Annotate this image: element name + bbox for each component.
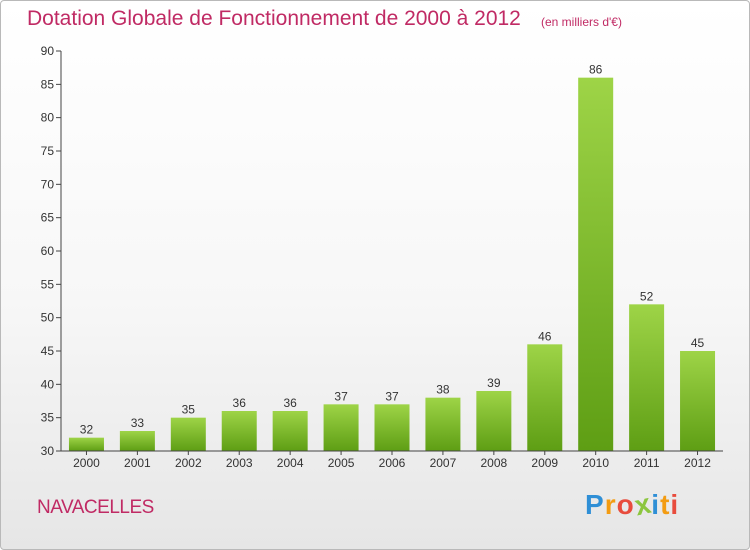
y-tick-label: 55	[41, 277, 55, 291]
y-tick-label: 75	[41, 144, 55, 158]
x-tick-label-2008: 2008	[480, 456, 507, 470]
bar-2006	[374, 404, 410, 451]
data-label-2003: 36	[233, 396, 247, 410]
logo-letter: t	[660, 489, 671, 520]
data-label-2001: 33	[131, 416, 145, 430]
commune-name: NAVACELLES	[37, 497, 154, 518]
data-label-2012: 45	[691, 336, 705, 350]
x-tick-label-2005: 2005	[328, 456, 355, 470]
data-label-2010: 86	[589, 63, 603, 77]
y-tick-label: 40	[41, 377, 55, 391]
bar-2005	[323, 404, 359, 451]
data-label-2008: 39	[487, 376, 501, 390]
data-label-2007: 38	[436, 383, 450, 397]
logo-letter: r	[604, 489, 617, 520]
x-tick-label-2006: 2006	[379, 456, 406, 470]
bar-2002	[170, 417, 206, 451]
bar-2011	[629, 304, 665, 451]
x-axis: 2000 2001 2002 2003 2004 2005 2006 2007 2008 2009…	[61, 450, 723, 470]
bar-2010	[578, 77, 614, 452]
bars: 32 33 35 36 36 37 37 38 39 46 86 52 45	[68, 63, 716, 452]
data-label-2004: 36	[283, 396, 297, 410]
logo-letter: i	[670, 489, 680, 520]
data-label-2009: 46	[538, 329, 552, 343]
bar-2012	[680, 351, 716, 451]
logo-letter: o	[616, 489, 635, 520]
bar-2008	[476, 391, 512, 451]
data-label-2002: 35	[182, 403, 196, 417]
bar-2001	[119, 431, 155, 451]
y-tick-label: 35	[41, 411, 55, 425]
x-tick-label-2001: 2001	[124, 456, 151, 470]
bar-2007	[425, 397, 461, 451]
bar-2000	[68, 437, 104, 451]
x-tick-label-2002: 2002	[175, 456, 202, 470]
x-tick-label-2012: 2012	[684, 456, 711, 470]
logo-letter: i	[651, 489, 661, 520]
chart-unit: (en milliers d'€)	[541, 15, 622, 29]
y-tick-label: 45	[41, 344, 55, 358]
y-tick-label: 90	[41, 44, 55, 58]
bar-2009	[527, 344, 563, 451]
y-tick-label: 30	[41, 444, 55, 458]
x-tick-label-2000: 2000	[73, 456, 100, 470]
x-tick-label-2011: 2011	[634, 456, 660, 470]
x-tick-label-2004: 2004	[277, 456, 304, 470]
bar-2004	[272, 411, 308, 451]
x-tick-label-2010: 2010	[582, 456, 609, 470]
data-label-2000: 32	[80, 423, 94, 437]
data-label-2006: 37	[385, 389, 399, 403]
y-tick-label: 60	[41, 244, 55, 258]
data-label-2011: 52	[640, 289, 654, 303]
x-tick-label-2003: 2003	[226, 456, 253, 470]
y-tick-label: 80	[41, 111, 55, 125]
proxiti-logo[interactable]: Proxiti	[585, 488, 680, 522]
x-tick-label-2007: 2007	[430, 456, 457, 470]
x-tick-label-2009: 2009	[531, 456, 558, 470]
y-axis: 30 35 40 45 50 55 60 65 70 75 80 85 90	[41, 44, 62, 458]
y-tick-label: 65	[41, 211, 55, 225]
data-label-2005: 37	[334, 389, 348, 403]
y-tick-label: 85	[41, 77, 55, 91]
y-tick-label: 70	[41, 177, 55, 191]
y-tick-label: 50	[41, 311, 55, 325]
bar-2003	[221, 411, 257, 451]
logo-letter: P	[585, 489, 605, 520]
chart-title: Dotation Globale de Fonctionnement de 20…	[27, 7, 521, 30]
